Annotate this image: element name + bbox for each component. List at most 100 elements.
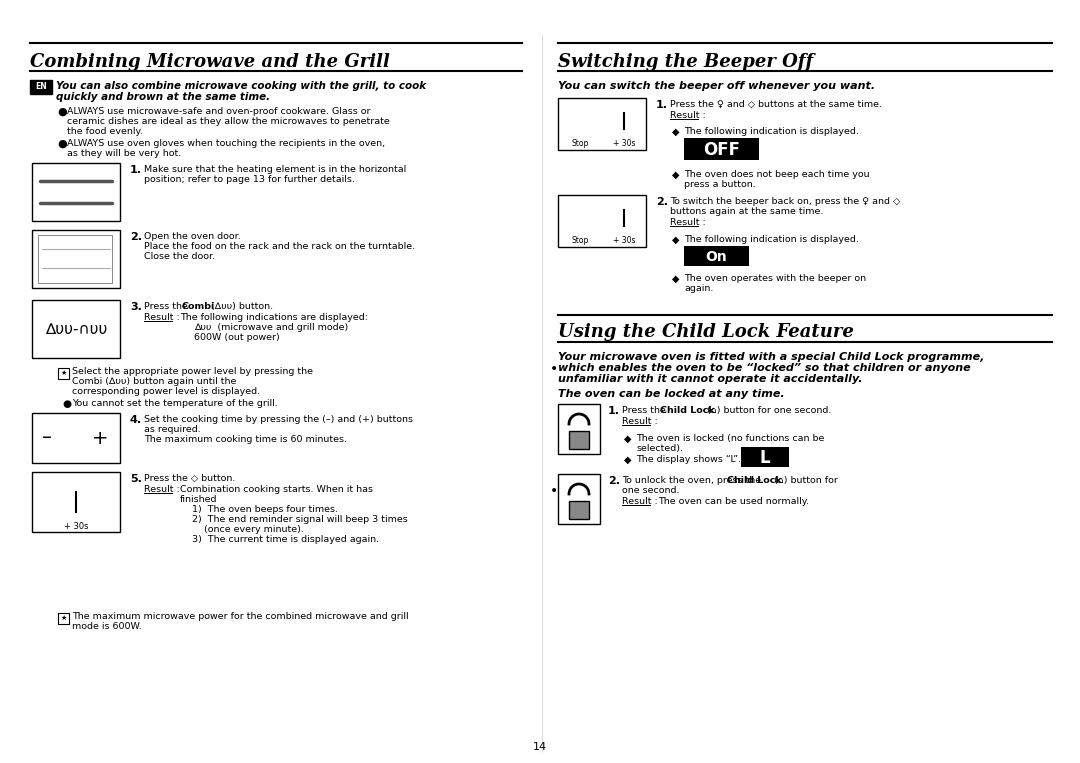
Text: one second.: one second. <box>622 486 679 495</box>
Text: To switch the beeper back on, press the ♀ and ◇: To switch the beeper back on, press the … <box>670 197 901 206</box>
Bar <box>32 300 120 358</box>
Text: The display shows “L”.: The display shows “L”. <box>636 455 741 464</box>
Text: ◆: ◆ <box>672 170 679 180</box>
Text: Result :: Result : <box>670 111 705 120</box>
Text: ★: ★ <box>60 615 67 621</box>
Text: –: – <box>42 429 52 448</box>
Text: ●: ● <box>62 399 71 409</box>
Text: press a button.: press a button. <box>684 180 756 189</box>
Text: Combination cooking starts. When it has: Combination cooking starts. When it has <box>180 485 373 494</box>
Text: buttons again at the same time.: buttons again at the same time. <box>670 207 823 216</box>
Bar <box>58 613 69 624</box>
Text: You can also combine microwave cooking with the grill, to cook: You can also combine microwave cooking w… <box>56 81 427 91</box>
Text: finished: finished <box>180 495 217 504</box>
Text: 1.: 1. <box>608 406 620 416</box>
Text: ALWAYS use microwave-safe and oven-proof cookware. Glass or: ALWAYS use microwave-safe and oven-proof… <box>67 107 370 116</box>
Text: selected).: selected). <box>636 444 683 453</box>
Text: You can switch the beeper off whenever you want.: You can switch the beeper off whenever y… <box>558 81 875 91</box>
Text: Combi (∆υυ) button again until the: Combi (∆υυ) button again until the <box>72 377 237 386</box>
Text: ◆: ◆ <box>672 235 679 245</box>
Text: The oven can be locked at any time.: The oven can be locked at any time. <box>558 389 785 399</box>
Text: 1.: 1. <box>130 165 141 175</box>
Text: ∆υυ-∩υυ: ∆υυ-∩υυ <box>44 321 107 336</box>
Text: unfamiliar with it cannot operate it accidentally.: unfamiliar with it cannot operate it acc… <box>558 374 863 384</box>
Text: •: • <box>550 484 558 498</box>
Text: The following indication is displayed.: The following indication is displayed. <box>684 235 859 244</box>
Text: position; refer to page 13 for further details.: position; refer to page 13 for further d… <box>144 175 355 184</box>
Text: The oven operates with the beeper on: The oven operates with the beeper on <box>684 274 866 283</box>
Text: corresponding power level is displayed.: corresponding power level is displayed. <box>72 387 260 396</box>
Text: Child Lock: Child Lock <box>727 476 782 485</box>
Text: quickly and brown at the same time.: quickly and brown at the same time. <box>56 92 270 102</box>
Text: Your microwave oven is fitted with a special Child Lock programme,: Your microwave oven is fitted with a spe… <box>558 352 984 362</box>
Text: Combi: Combi <box>181 302 214 311</box>
Text: The oven is locked (no functions can be: The oven is locked (no functions can be <box>636 434 824 443</box>
Text: + 30s: + 30s <box>612 139 635 148</box>
Text: The following indication is displayed.: The following indication is displayed. <box>684 127 859 136</box>
Text: Place the food on the rack and the rack on the turntable.: Place the food on the rack and the rack … <box>144 242 415 251</box>
Circle shape <box>575 436 583 444</box>
Text: Result :: Result : <box>670 218 705 227</box>
Text: Switching the Beeper Off: Switching the Beeper Off <box>558 53 813 71</box>
Bar <box>32 472 120 532</box>
Text: Press the: Press the <box>622 406 669 415</box>
Text: The maximum cooking time is 60 minutes.: The maximum cooking time is 60 minutes. <box>144 435 347 444</box>
Text: Stop: Stop <box>571 139 589 148</box>
Text: mode is 600W.: mode is 600W. <box>72 622 141 631</box>
Bar <box>38 235 112 283</box>
Text: (⌂) button for: (⌂) button for <box>774 476 838 485</box>
Text: (⌂) button for one second.: (⌂) button for one second. <box>707 406 832 415</box>
Circle shape <box>575 506 583 514</box>
Text: ◆: ◆ <box>672 274 679 284</box>
Text: EN: EN <box>36 82 46 91</box>
Bar <box>558 474 600 524</box>
Text: the food evenly.: the food evenly. <box>67 127 143 136</box>
Text: The oven can be used normally.: The oven can be used normally. <box>658 497 809 506</box>
Text: as they will be very hot.: as they will be very hot. <box>67 149 181 158</box>
Text: On: On <box>705 250 727 264</box>
Text: Set the cooking time by pressing the (–) and (+) buttons: Set the cooking time by pressing the (–)… <box>144 415 413 424</box>
Text: 2.: 2. <box>608 476 620 486</box>
Text: Result :: Result : <box>622 417 658 426</box>
Text: 3.: 3. <box>130 302 141 312</box>
Bar <box>558 404 600 454</box>
Text: To unlock the oven, press the: To unlock the oven, press the <box>622 476 765 485</box>
Text: Stop: Stop <box>571 236 589 245</box>
Text: 1)  The oven beeps four times.: 1) The oven beeps four times. <box>192 505 338 514</box>
Text: Close the door.: Close the door. <box>144 252 215 261</box>
Text: 2.: 2. <box>656 197 669 207</box>
Text: Result :: Result : <box>144 485 179 494</box>
Bar <box>741 447 789 467</box>
Text: 4.: 4. <box>130 415 143 425</box>
Text: Press the ♀ and ◇ buttons at the same time.: Press the ♀ and ◇ buttons at the same ti… <box>670 100 882 109</box>
Text: ●: ● <box>57 107 67 117</box>
Text: 14: 14 <box>532 742 548 752</box>
Text: ◆: ◆ <box>624 434 632 444</box>
Text: •: • <box>550 362 558 376</box>
Text: (∆υυ) button.: (∆υυ) button. <box>208 302 273 311</box>
Text: 1.: 1. <box>656 100 669 110</box>
Bar <box>684 246 750 266</box>
Bar <box>32 413 120 463</box>
Text: Press the: Press the <box>144 302 191 311</box>
Text: + 30s: + 30s <box>64 522 89 531</box>
Text: ●: ● <box>57 139 67 149</box>
Text: Result :: Result : <box>622 497 658 506</box>
Text: The following indications are displayed:: The following indications are displayed: <box>180 313 368 322</box>
Text: (once every minute).: (once every minute). <box>204 525 303 534</box>
Text: L: L <box>759 449 770 467</box>
Text: Make sure that the heating element is in the horizontal: Make sure that the heating element is in… <box>144 165 406 174</box>
Text: Press the ◇ button.: Press the ◇ button. <box>144 474 235 483</box>
Text: The maximum microwave power for the combined microwave and grill: The maximum microwave power for the comb… <box>72 612 408 621</box>
Bar <box>30 80 52 94</box>
Text: ALWAYS use oven gloves when touching the recipients in the oven,: ALWAYS use oven gloves when touching the… <box>67 139 386 148</box>
Bar <box>558 98 646 150</box>
Text: OFF: OFF <box>703 141 740 159</box>
Text: Using the Child Lock Feature: Using the Child Lock Feature <box>558 323 854 341</box>
Text: ◆: ◆ <box>672 127 679 137</box>
Text: Combining Microwave and the Grill: Combining Microwave and the Grill <box>30 53 390 71</box>
Bar <box>32 163 120 221</box>
Text: 2.: 2. <box>130 232 141 242</box>
Text: Child Lock: Child Lock <box>660 406 715 415</box>
Bar <box>684 138 759 160</box>
